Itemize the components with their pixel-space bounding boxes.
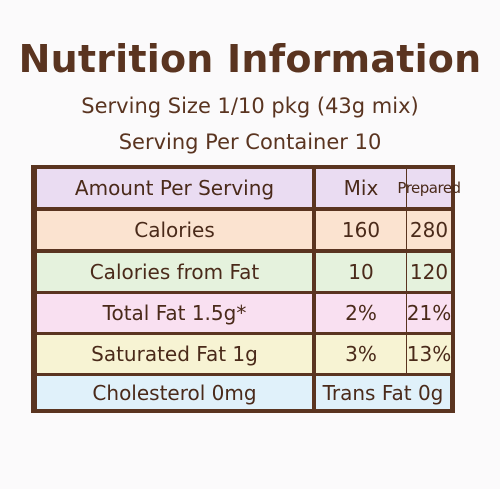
- row-cholesterol-label: Cholesterol 0mg: [37, 376, 312, 409]
- header-mix: Mix: [316, 169, 406, 207]
- nutrition-table: Amount Per Serving Mix Prepared Calories…: [31, 165, 461, 413]
- header-amount-per-serving: Amount Per Serving: [37, 169, 312, 207]
- row-calories-label: Calories: [37, 211, 312, 249]
- serving-size: Serving Size 1/10 pkg (43g mix): [81, 94, 419, 118]
- header-prepared: Prepared: [397, 169, 461, 207]
- row-calories-prepared: 280: [407, 211, 451, 249]
- row-saturated-fat-prepared: 13%: [407, 335, 451, 373]
- row-calories-from-fat-label: Calories from Fat: [37, 253, 312, 291]
- row-calories-from-fat-prepared: 120: [407, 253, 451, 291]
- row-calories-mix: 160: [316, 211, 406, 249]
- row-calories-from-fat-mix: 10: [316, 253, 406, 291]
- servings-per-container: Serving Per Container 10: [118, 130, 382, 154]
- row-trans-fat: Trans Fat 0g: [316, 376, 450, 409]
- nutrition-title: Nutrition Information: [18, 37, 482, 81]
- row-total-fat-label: Total Fat 1.5g*: [37, 294, 312, 332]
- row-saturated-fat-mix: 3%: [316, 335, 406, 373]
- row-total-fat-mix: 2%: [316, 294, 406, 332]
- row-saturated-fat-label: Saturated Fat 1g: [37, 335, 312, 373]
- row-total-fat-prepared: 21%: [407, 294, 451, 332]
